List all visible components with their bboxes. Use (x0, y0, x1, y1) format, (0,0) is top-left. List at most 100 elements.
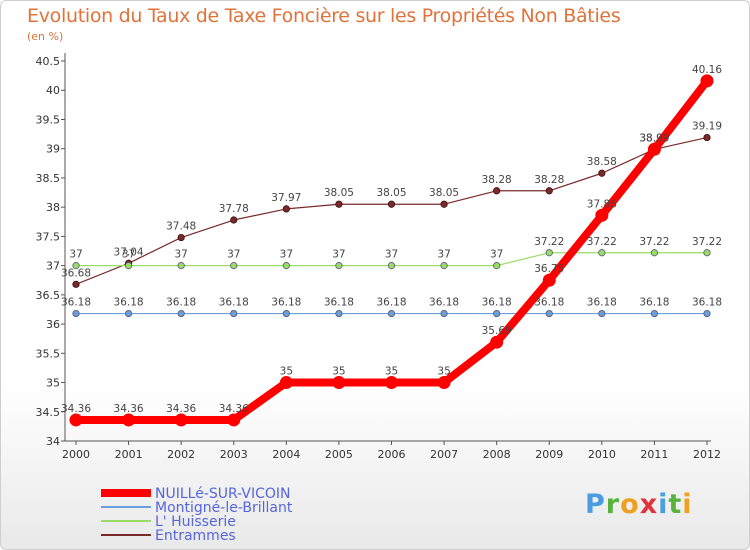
data-point (650, 249, 659, 257)
data-label: 34.36 (114, 403, 144, 415)
data-label: 35 (437, 366, 450, 378)
proxiti-logo: Proxiti (585, 489, 693, 520)
data-point (703, 133, 711, 142)
x-tick-label: 2007 (430, 448, 458, 461)
logo-letter: P (585, 489, 606, 520)
data-point (545, 249, 553, 257)
logo-letter: x (639, 489, 659, 520)
data-label: 38.28 (482, 174, 512, 186)
data-point (647, 142, 661, 156)
data-label: 37 (280, 249, 293, 261)
data-point (545, 309, 553, 318)
data-label: 36.18 (429, 297, 459, 309)
logo-letter: t (668, 489, 683, 520)
data-label: 37 (385, 249, 398, 261)
data-point (598, 309, 606, 318)
data-point (387, 309, 396, 318)
data-point (703, 309, 711, 318)
data-label: 34.36 (219, 403, 249, 415)
data-label: 38.05 (429, 187, 459, 199)
x-tick-label: 2002 (167, 448, 195, 461)
data-label: 36.18 (692, 297, 722, 309)
data-point (124, 262, 133, 270)
x-tick-label: 2000 (62, 448, 90, 461)
logo-letter: i (658, 489, 669, 520)
x-tick-label: 2010 (588, 448, 616, 461)
data-point (493, 309, 501, 318)
data-point (703, 249, 711, 257)
data-label: 37 (227, 249, 240, 261)
data-label: 36.18 (271, 297, 301, 309)
data-label: 35 (332, 366, 345, 378)
y-tick-label: 34.5 (36, 406, 61, 419)
y-tick-label: 38.5 (36, 172, 61, 185)
x-tick-label: 2008 (483, 448, 511, 461)
data-point (72, 309, 80, 318)
x-tick-label: 2011 (640, 448, 668, 461)
data-point (385, 376, 398, 390)
data-label: 37.78 (219, 203, 249, 215)
y-tick-label: 40.5 (36, 55, 61, 68)
data-label: 37 (490, 249, 503, 261)
data-point (332, 376, 346, 390)
data-label: 35.69 (482, 325, 512, 337)
logo-letter: o (620, 489, 640, 520)
data-point (493, 262, 501, 270)
data-point (72, 262, 80, 270)
x-tick-label: 2006 (378, 448, 406, 461)
data-point (493, 187, 501, 195)
legend-label: Montigné-le-Brillant (155, 500, 293, 516)
data-label: 38.99 (639, 132, 669, 144)
data-label: 34.36 (166, 403, 196, 415)
data-point (230, 262, 238, 270)
data-label: 37.86 (587, 198, 617, 210)
data-label: 37 (332, 249, 345, 261)
y-tick-label: 40 (46, 84, 60, 97)
data-label: 36.18 (639, 297, 669, 309)
data-point (598, 169, 606, 177)
data-point (177, 309, 185, 318)
chart-title: Evolution du Taux de Taxe Foncière sur l… (27, 5, 621, 27)
data-label: 36.18 (324, 297, 354, 309)
data-point (490, 335, 504, 349)
data-point (335, 309, 343, 318)
data-label: 37.22 (534, 236, 564, 248)
data-point (335, 262, 343, 270)
y-tick-label: 39 (46, 143, 60, 156)
data-point (700, 74, 714, 88)
data-label: 35 (280, 366, 293, 378)
data-point (595, 208, 609, 222)
data-label: 37.22 (692, 236, 722, 248)
data-point (440, 262, 448, 270)
data-label: 37 (174, 249, 187, 261)
data-label: 37.48 (166, 221, 196, 233)
data-point (542, 273, 556, 287)
y-tick-label: 36 (46, 318, 60, 331)
data-label: 38.05 (324, 187, 354, 199)
data-point (282, 309, 290, 318)
data-label: 38.99 (639, 132, 669, 144)
data-label: 34.36 (61, 403, 91, 415)
data-label: 36.18 (114, 297, 144, 309)
x-tick-label: 2012 (693, 448, 721, 461)
data-label: 37.22 (587, 236, 617, 248)
data-point (282, 262, 290, 270)
data-point (598, 249, 606, 257)
data-label: 36.75 (534, 263, 564, 275)
data-label: 37 (437, 249, 450, 261)
data-label: 36.68 (61, 267, 91, 279)
data-point (650, 309, 659, 318)
data-point (227, 413, 241, 427)
data-label: 35 (385, 366, 398, 378)
data-point (440, 309, 448, 318)
y-tick-label: 37.5 (36, 230, 61, 243)
x-tick-label: 2005 (325, 448, 353, 461)
data-label: 37 (69, 249, 82, 261)
data-label: 37 (122, 249, 135, 261)
data-label: 36.18 (61, 297, 91, 309)
data-point (69, 413, 83, 427)
data-point (177, 262, 185, 270)
data-label: 39.19 (692, 121, 722, 133)
data-point (387, 200, 396, 208)
